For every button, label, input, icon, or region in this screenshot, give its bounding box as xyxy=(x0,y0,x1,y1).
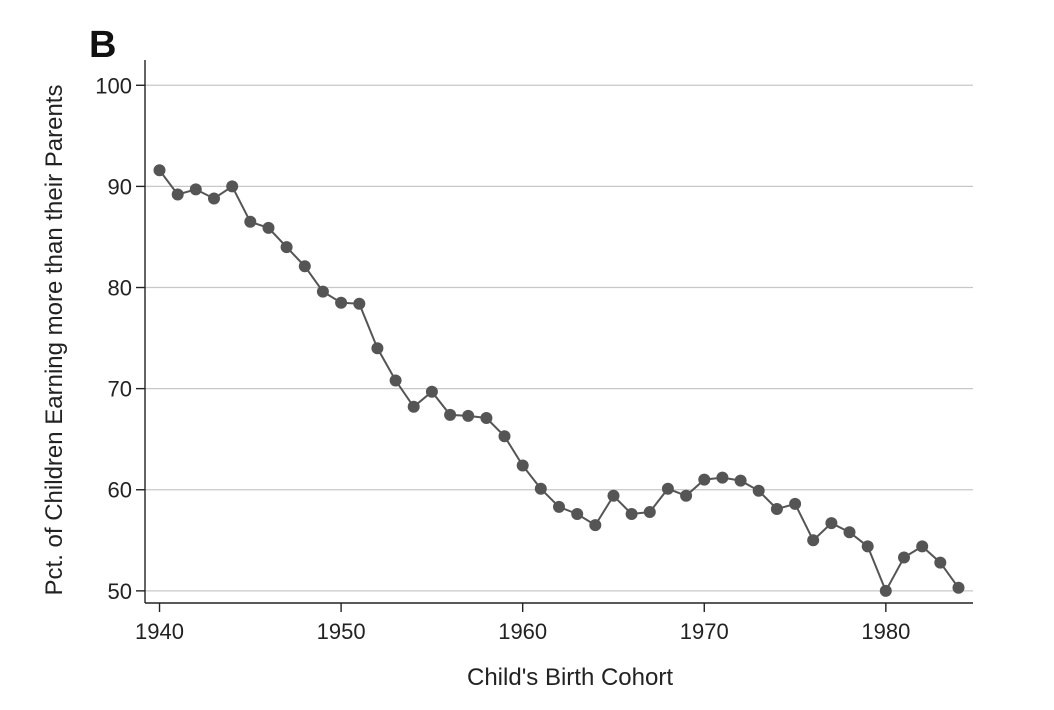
data-point-1945 xyxy=(244,215,257,228)
panel-label: B xyxy=(89,24,116,66)
data-point-1944 xyxy=(226,180,239,193)
x-axis-title: Child's Birth Cohort xyxy=(467,664,673,691)
data-point-1972 xyxy=(734,474,747,487)
data-point-1978 xyxy=(843,526,856,539)
data-point-1975 xyxy=(789,497,802,510)
axes xyxy=(136,60,973,612)
data-point-1950 xyxy=(335,296,348,309)
data-point-1960 xyxy=(516,459,529,472)
data-point-1982 xyxy=(916,540,929,553)
data-point-1946 xyxy=(262,221,275,234)
x-tick-label-1950: 1950 xyxy=(317,619,366,644)
data-point-1970 xyxy=(698,473,711,486)
data-point-1971 xyxy=(716,471,729,484)
data-point-1955 xyxy=(425,385,438,398)
data-point-1952 xyxy=(371,342,384,355)
data-point-1968 xyxy=(661,482,674,495)
y-tick-label-50: 50 xyxy=(108,579,132,604)
data-point-1951 xyxy=(353,297,366,310)
y-tick-label-100: 100 xyxy=(95,73,132,98)
x-tick-label-1970: 1970 xyxy=(680,619,729,644)
data-point-1962 xyxy=(553,500,565,513)
data-point-1940 xyxy=(153,164,166,177)
data-point-1983 xyxy=(934,556,947,569)
x-tick-label-1960: 1960 xyxy=(498,619,547,644)
data-point-1948 xyxy=(298,260,311,273)
data-point-1963 xyxy=(571,508,584,520)
x-tick-label-1940: 1940 xyxy=(135,619,184,644)
y-tick-label-90: 90 xyxy=(108,174,132,199)
data-point-1964 xyxy=(589,519,602,532)
data-point-1956 xyxy=(444,408,457,421)
data-point-1947 xyxy=(280,241,293,254)
data-point-1942 xyxy=(189,183,202,196)
data-point-1957 xyxy=(462,409,475,422)
data-point-1979 xyxy=(861,540,874,553)
data-point-1961 xyxy=(534,482,547,495)
data-point-1981 xyxy=(898,551,910,564)
y-tick-label-80: 80 xyxy=(108,276,132,301)
data-point-1977 xyxy=(825,517,838,530)
gridlines xyxy=(145,84,973,592)
data-point-1943 xyxy=(208,192,220,205)
data-point-1973 xyxy=(752,484,765,497)
data-point-1965 xyxy=(607,489,620,502)
data-point-1974 xyxy=(770,503,783,515)
data-point-1954 xyxy=(407,400,420,413)
data-point-1959 xyxy=(498,430,511,443)
data-point-1967 xyxy=(643,506,656,518)
data-point-1984 xyxy=(952,581,965,594)
x-tick-label-1980: 1980 xyxy=(861,619,910,644)
tick-labels: 50 60 70 80 90 100 1940 1950 1960 1970 1980 xyxy=(95,73,910,644)
data-point-1941 xyxy=(171,188,184,201)
data-point-1966 xyxy=(625,508,638,520)
data-point-1969 xyxy=(680,489,693,502)
series-line-0 xyxy=(158,169,960,594)
y-tick-label-60: 60 xyxy=(108,478,132,503)
data-point-1949 xyxy=(316,285,329,298)
plot-area xyxy=(153,164,965,597)
data-point-1958 xyxy=(480,412,493,424)
data-point-1953 xyxy=(389,374,402,387)
y-axis-title: Pct. of Children Earning more than their… xyxy=(41,85,68,596)
data-point-1980 xyxy=(879,584,892,597)
y-tick-label-70: 70 xyxy=(108,377,132,402)
data-point-1976 xyxy=(807,534,820,547)
